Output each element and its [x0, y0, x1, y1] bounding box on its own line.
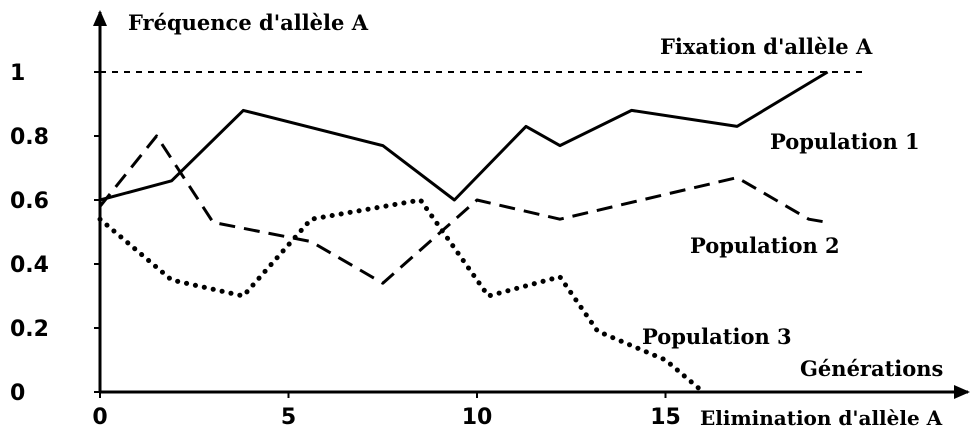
x-axis-label: Générations — [800, 356, 943, 381]
series-layer — [97, 70, 829, 395]
elimination-annotation: Elimination d'allèle A — [700, 406, 943, 430]
series-line-population-3 — [97, 197, 706, 395]
y-tick-label: 0 — [10, 381, 25, 406]
series-line-population-2 — [98, 134, 828, 285]
series-labels: Population 1 Population 2 Population 3 — [642, 129, 920, 349]
series-label-population-2: Population 2 — [690, 233, 840, 258]
x-tick-label: 0 — [92, 405, 107, 430]
y-tick-labels: 0 0.2 0.4 0.6 0.8 1 — [10, 61, 100, 406]
y-tick-label: 1 — [10, 61, 25, 86]
x-tick-label: 10 — [462, 405, 493, 430]
fixation-annotation: Fixation d'allèle A — [660, 34, 873, 59]
y-tick-label: 0.2 — [10, 317, 49, 342]
x-tick-labels: 0 5 10 15 — [92, 392, 681, 430]
x-tick-label: 15 — [650, 405, 681, 430]
y-tick-label: 0.6 — [10, 189, 49, 214]
series-label-population-1: Population 1 — [770, 129, 920, 154]
series-line-population-1 — [99, 70, 829, 202]
series-label-population-3: Population 3 — [642, 324, 792, 349]
y-tick-label: 0.4 — [10, 253, 49, 278]
y-tick-label: 0.8 — [10, 125, 49, 150]
y-axis-label: Fréquence d'allèle A — [128, 10, 369, 35]
x-tick-label: 5 — [281, 405, 296, 430]
